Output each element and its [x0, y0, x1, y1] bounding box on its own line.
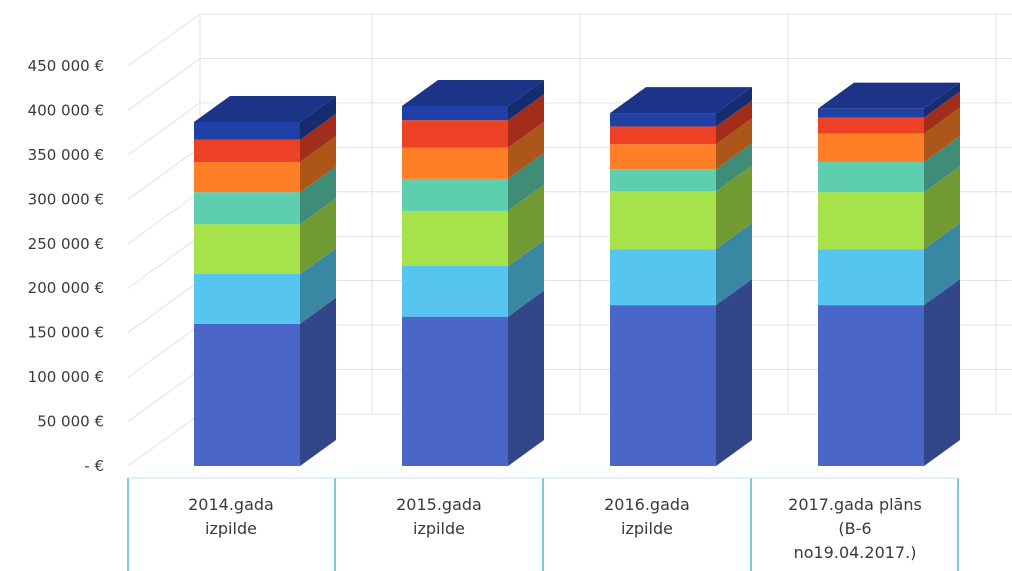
bar-segment-side [508, 184, 544, 266]
gridline-side [127, 13, 201, 67]
bar-segment [818, 249, 924, 306]
bar-segment [610, 305, 716, 466]
bar-segment-side [300, 297, 336, 466]
x-tick-label: 2015.gada izpilde [396, 495, 482, 538]
bar-segment-side [924, 107, 960, 162]
bar-segment-side [300, 198, 336, 274]
x-tick-label: 2016.gada izpilde [604, 495, 690, 538]
gridline-side [127, 102, 201, 156]
bar-segment [402, 316, 508, 466]
bar-segment [610, 126, 716, 145]
bar-segment [402, 210, 508, 266]
bar-segment-side [716, 143, 752, 192]
bar-segment [402, 147, 508, 179]
bar-segment [818, 117, 924, 134]
bar-segment-side [716, 100, 752, 145]
x-axis-category-labels: 2014.gada izpilde 2015.gada izpilde 2016.gad… [188, 495, 922, 562]
gridline-side [127, 235, 201, 289]
y-tick-label: 300 000 € [28, 190, 104, 208]
bar-segment-side [508, 152, 544, 211]
y-tick-label: 150 000 € [28, 324, 104, 342]
bar-segment-side [716, 118, 752, 170]
y-tick-label: 200 000 € [28, 279, 104, 297]
bar-segment [610, 113, 716, 127]
bar-segment-side [508, 94, 544, 148]
bar-segment [194, 122, 300, 140]
bar-segment-side [924, 136, 960, 193]
axis-lines [127, 477, 959, 571]
y-tick-label: 100 000 € [28, 368, 104, 386]
bar-segment-side [716, 223, 752, 306]
bar-segment-side [300, 136, 336, 193]
bar-segment-side [300, 166, 336, 225]
x-tick-label: 2014.gada izpilde [188, 495, 274, 538]
bar-segment-side [924, 82, 960, 118]
gridline-side [127, 58, 201, 111]
bar-stack [402, 80, 544, 466]
y-tick-label: 50 000 € [37, 413, 104, 431]
bar-top-face [610, 87, 752, 114]
bar-top-face [402, 80, 544, 106]
bar-segment [818, 192, 924, 250]
bar-segment-side [508, 121, 544, 179]
y-tick-label: 450 000 € [28, 57, 104, 75]
gridline-side [127, 413, 201, 467]
bar-segment [610, 169, 716, 192]
bar-segment-side [924, 91, 960, 134]
bar-top-face [818, 82, 960, 109]
bar-segment-side [300, 113, 336, 162]
bar-segment [402, 178, 508, 211]
bar-segment [194, 323, 300, 466]
bar-segment-side [924, 223, 960, 306]
bar-segment [194, 224, 300, 274]
bar-segment [194, 139, 300, 162]
bar-stack [818, 82, 960, 466]
bar-segment-side [716, 87, 752, 127]
bar-stack [194, 96, 336, 466]
bars [194, 80, 960, 466]
bar-stack [610, 87, 752, 466]
bar-segment [818, 305, 924, 466]
gridline-side [127, 146, 201, 200]
bar-segment [818, 133, 924, 162]
bar-segment [402, 266, 508, 317]
bar-segment [610, 144, 716, 170]
x-tick-label: 2017.gada plāns (B-6 no19.04.2017.) [788, 495, 922, 562]
gridline-side [127, 191, 201, 245]
bar-segment-side [924, 166, 960, 250]
gridline-side [127, 280, 201, 334]
bar-segment-side [716, 165, 752, 250]
y-tick-label: 250 000 € [28, 235, 104, 253]
y-axis-tick-labels: - € 50 000 € 100 000 € 150 000 € 200 000 € 25… [28, 57, 104, 475]
bar-segment [818, 108, 924, 118]
bar-segment-side [508, 240, 544, 317]
bar-top-face [194, 96, 336, 122]
y-tick-label: 350 000 € [28, 146, 104, 164]
y-tick-label: 400 000 € [28, 101, 104, 119]
bar-segment-side [716, 279, 752, 466]
bar-segment [818, 162, 924, 193]
gridline-side [127, 324, 201, 378]
bar-segment [610, 249, 716, 306]
gridline-side [127, 369, 201, 422]
bar-segment [194, 192, 300, 225]
y-tick-label: - € [84, 457, 104, 475]
bar-segment [610, 191, 716, 250]
bar-segment-side [508, 290, 544, 466]
bar-segment [402, 106, 508, 121]
bar-segment [402, 120, 508, 148]
bar-segment [194, 274, 300, 324]
bar-segment [194, 162, 300, 193]
bar-segment-side [508, 80, 544, 121]
bar-segment-side [300, 96, 336, 140]
bar-segment-side [924, 279, 960, 466]
bar-segment-side [300, 248, 336, 324]
